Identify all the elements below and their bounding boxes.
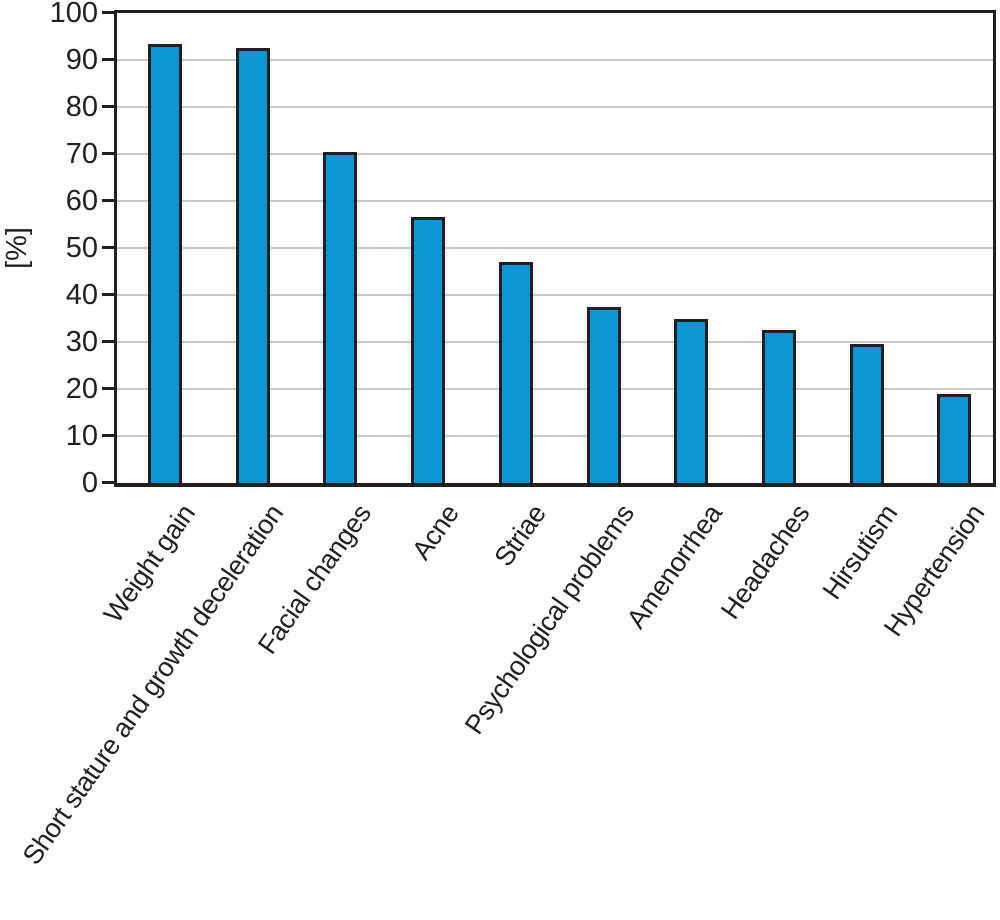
y-tick-0: [102, 481, 114, 484]
y-tick-10: [102, 434, 114, 437]
gridline-50: [117, 247, 993, 249]
gridline-20: [117, 388, 993, 390]
bar-facial-changes: [323, 151, 358, 483]
y-tick-label-20: 20: [65, 373, 98, 405]
bar-psychological-problems: [586, 306, 621, 483]
bar-striae: [498, 262, 533, 483]
y-tick-label-100: 100: [49, 0, 98, 29]
bar-short-stature-and-growth-deceleration: [235, 48, 270, 483]
bar-hirsutism: [849, 344, 884, 483]
y-tick-30: [102, 340, 114, 343]
y-tick-label-40: 40: [65, 279, 98, 311]
y-tick-label-80: 80: [65, 91, 98, 123]
gridline-30: [117, 341, 993, 343]
gridline-60: [117, 200, 993, 202]
y-tick-label-50: 50: [65, 232, 98, 264]
y-tick-label-0: 0: [81, 467, 98, 499]
y-tick-60: [102, 199, 114, 202]
bar-headaches: [761, 330, 796, 483]
gridline-80: [117, 106, 993, 108]
gridline-70: [117, 153, 993, 155]
bar-hypertension: [937, 393, 972, 483]
y-tick-label-30: 30: [65, 326, 98, 358]
y-tick-40: [102, 293, 114, 296]
gridline-10: [117, 435, 993, 437]
y-tick-80: [102, 105, 114, 108]
y-tick-label-70: 70: [65, 138, 98, 170]
plot-area: [114, 10, 996, 487]
y-tick-label-60: 60: [65, 185, 98, 217]
y-tick-label-90: 90: [65, 44, 98, 76]
y-tick-20: [102, 387, 114, 390]
gridline-40: [117, 294, 993, 296]
gridline-90: [117, 59, 993, 61]
bar-acne: [411, 217, 446, 483]
x-tick-label-acne: Acne: [405, 499, 465, 566]
x-tick-label-hirsutism: Hirsutism: [816, 499, 903, 605]
y-tick-label-10: 10: [65, 420, 98, 452]
x-tick-label-striae: Striae: [488, 499, 553, 572]
y-tick-90: [102, 58, 114, 61]
y-tick-70: [102, 152, 114, 155]
y-tick-50: [102, 246, 114, 249]
bar-amenorrhea: [674, 318, 709, 483]
bar-weight-gain: [148, 43, 182, 483]
x-tick-label-psychological-problems: Psychological problems: [458, 499, 640, 740]
y-tick-100: [102, 11, 114, 14]
